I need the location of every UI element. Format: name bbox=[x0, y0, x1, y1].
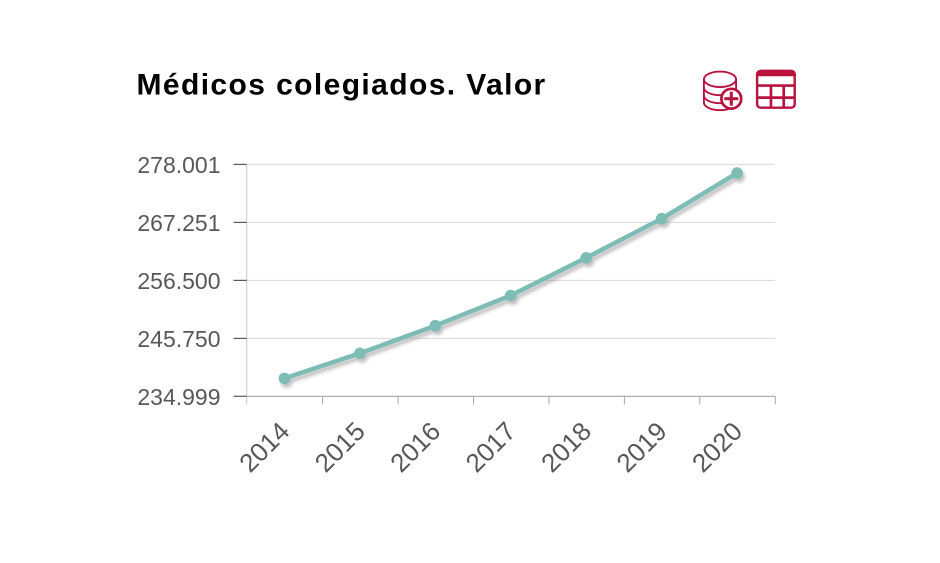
svg-text:267.251: 267.251 bbox=[137, 210, 220, 236]
svg-text:245.750: 245.750 bbox=[137, 326, 220, 352]
svg-text:Médicos colegiados. Valor: Médicos colegiados. Valor bbox=[137, 69, 547, 102]
svg-text:278.001: 278.001 bbox=[137, 152, 220, 178]
svg-text:256.500: 256.500 bbox=[137, 268, 220, 294]
svg-text:234.999: 234.999 bbox=[137, 384, 220, 410]
